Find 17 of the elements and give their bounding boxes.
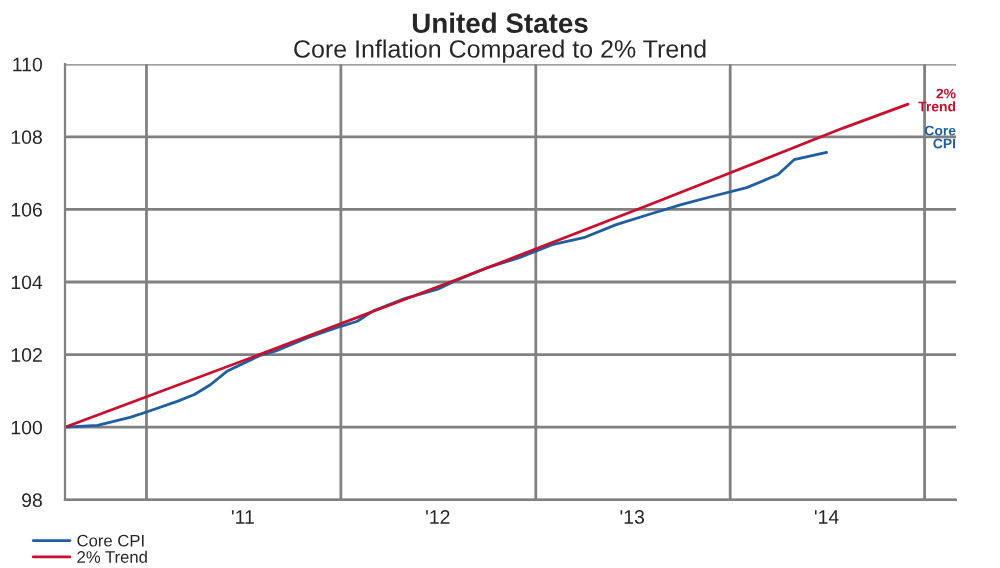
legend-label: Core CPI [77,534,144,547]
chart-subtitle: Core Inflation Compared to 2% Trend [294,39,706,63]
y-tick-label: 104 [11,275,43,290]
y-tick-label: 100 [11,420,43,435]
line-series [65,151,828,429]
x-tick-label: '11 [231,510,254,524]
y-tick-label: 110 [13,57,43,72]
y-tick-label: 108 [11,130,42,145]
y-tick-label: 98 [22,493,42,508]
x-tick-label: '14 [814,510,839,524]
legend-label: 2% Trend [77,550,147,563]
y-tick-label: 106 [11,202,42,217]
line-series [65,102,910,429]
x-tick-label: '13 [620,510,645,524]
y-tick-label: 102 [11,348,42,362]
x-tick-label: '12 [426,510,450,524]
chart-title: United States [412,12,588,34]
